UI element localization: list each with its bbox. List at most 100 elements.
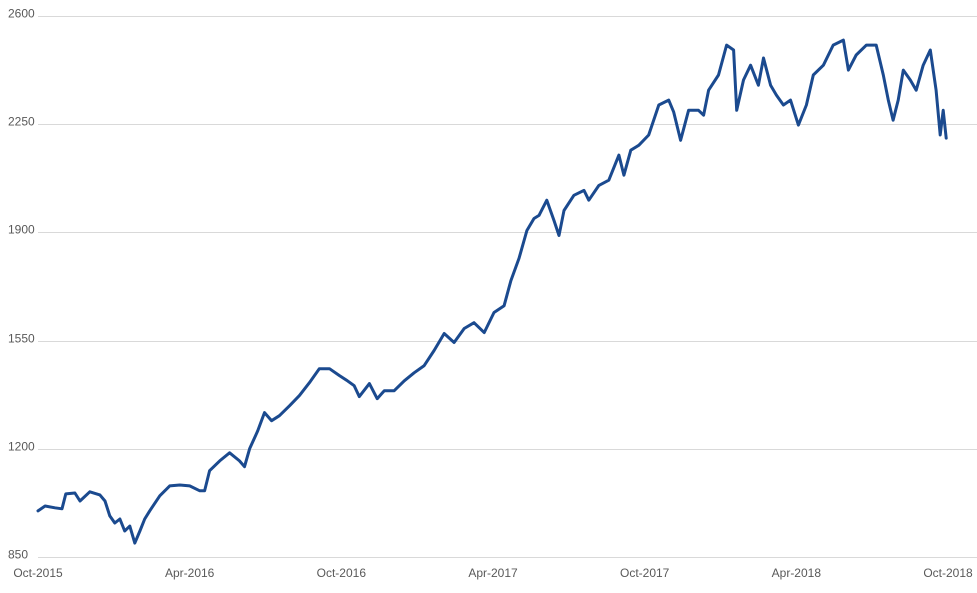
data-point [54, 507, 56, 509]
data-point [736, 109, 738, 111]
data-point [546, 199, 548, 201]
data-point [875, 44, 877, 46]
data-point [368, 383, 370, 385]
data-point [855, 54, 857, 56]
data-point [630, 149, 632, 151]
data-point [775, 94, 777, 96]
data-point [812, 74, 814, 76]
data-point [328, 368, 330, 370]
data-point [65, 493, 67, 495]
data-point [169, 485, 171, 487]
data-point [892, 119, 894, 121]
data-point [298, 395, 300, 397]
data-point [433, 349, 435, 351]
data-point [638, 144, 640, 146]
data-point [935, 89, 937, 91]
data-point [209, 470, 211, 472]
y-tick-label: 1550 [8, 332, 35, 346]
data-point [805, 104, 807, 106]
data-point [698, 109, 700, 111]
data-point [376, 398, 378, 400]
data-point [61, 508, 63, 510]
y-tick-label: 2600 [8, 7, 35, 21]
data-point [229, 452, 231, 454]
data-point [538, 214, 540, 216]
data-point [244, 466, 246, 468]
data-point [688, 109, 690, 111]
x-tick-label: Apr-2017 [468, 566, 518, 580]
data-point [263, 412, 265, 414]
data-point [124, 530, 126, 532]
data-point [770, 84, 772, 86]
data-point [743, 79, 745, 81]
data-point [338, 375, 340, 377]
data-point [558, 234, 560, 236]
y-tick-label: 1200 [8, 440, 35, 454]
data-point [189, 485, 191, 487]
data-point [219, 460, 221, 462]
gridlines [38, 16, 977, 558]
x-tick-label: Oct-2016 [317, 566, 367, 580]
data-point [510, 280, 512, 282]
data-point [897, 99, 899, 101]
data-point [493, 311, 495, 313]
data-point [909, 79, 911, 81]
y-tick-label: 1900 [8, 223, 35, 237]
data-point [915, 89, 917, 91]
data-point [942, 109, 944, 111]
data-point [289, 405, 291, 407]
data-point [119, 518, 121, 520]
data-point [238, 460, 240, 462]
data-point [89, 491, 91, 493]
data-point [278, 415, 280, 417]
data-point [99, 494, 101, 496]
data-point [939, 134, 941, 136]
data-point [358, 396, 360, 398]
data-point [463, 328, 465, 330]
data-point [790, 99, 792, 101]
data-point [668, 99, 670, 101]
data-point [149, 510, 151, 512]
data-point [139, 530, 141, 532]
data-point [750, 64, 752, 66]
data-point [533, 217, 535, 219]
data-point [44, 505, 46, 507]
data-point [945, 137, 947, 139]
data-point [37, 510, 39, 512]
y-tick-label: 850 [8, 548, 28, 562]
data-point [583, 189, 585, 191]
x-tick-label: Apr-2018 [772, 566, 822, 580]
data-point [114, 522, 116, 524]
data-point [257, 430, 259, 432]
data-point [847, 69, 849, 71]
data-point [413, 372, 415, 374]
data-point [882, 74, 884, 76]
data-point [199, 490, 201, 492]
data-point [673, 111, 675, 113]
data-point [782, 104, 784, 106]
data-point [658, 104, 660, 106]
data-point [618, 154, 620, 156]
data-point [443, 332, 445, 334]
data-point [423, 365, 425, 367]
x-tick-label: Oct-2015 [13, 566, 63, 580]
data-point [822, 64, 824, 66]
data-point [680, 139, 682, 141]
data-point [703, 114, 705, 116]
series-layer [36, 38, 948, 545]
data-point [159, 495, 161, 497]
data-point [762, 57, 764, 59]
data-point [318, 368, 320, 370]
data-point [346, 380, 348, 382]
data-point [249, 448, 251, 450]
data-point [588, 199, 590, 201]
data-point [79, 500, 81, 502]
data-point [74, 492, 76, 494]
data-point [383, 390, 385, 392]
data-point [598, 184, 600, 186]
data-point [887, 99, 889, 101]
data-point [717, 74, 719, 76]
data-point [518, 257, 520, 259]
data-point [453, 341, 455, 343]
data-point [733, 49, 735, 51]
